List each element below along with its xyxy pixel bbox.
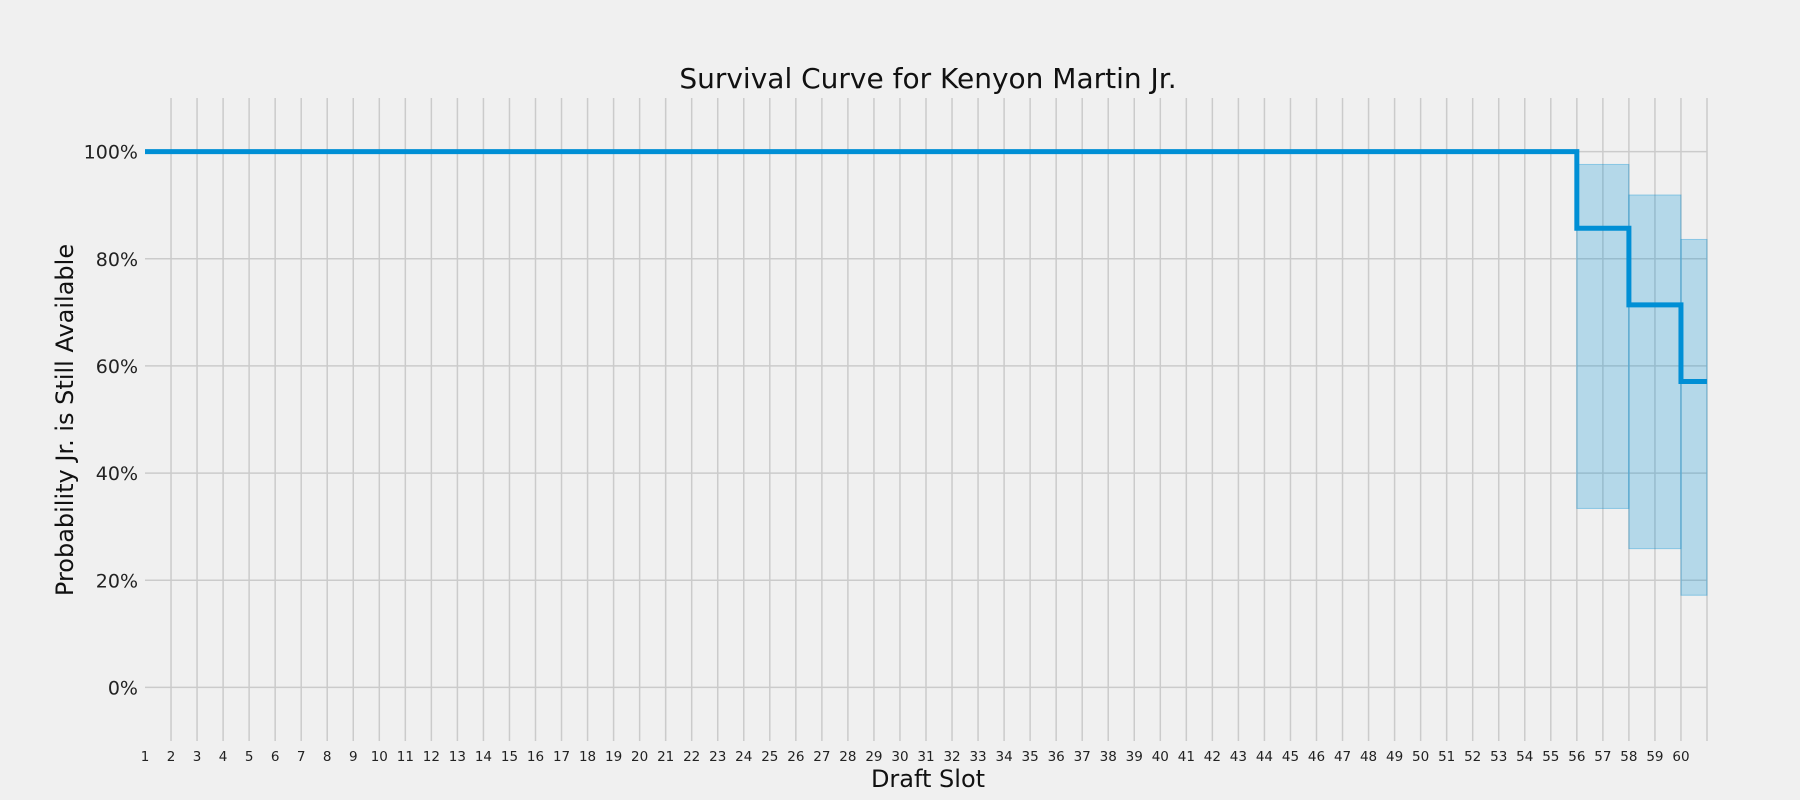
survival-line-layer — [145, 149, 1707, 384]
grid-layer — [145, 98, 1708, 741]
confidence-band — [1680, 238, 1708, 596]
x-tick-label: 45 — [1282, 749, 1299, 765]
x-tick-label: 24 — [735, 749, 752, 765]
x-tick-label: 4 — [219, 749, 228, 765]
y-tick-label: 100% — [84, 142, 138, 164]
x-tick-label: 53 — [1490, 749, 1507, 765]
survival-step-line — [145, 149, 1707, 384]
x-tick-label: 5 — [245, 749, 254, 765]
x-tick-label: 38 — [1100, 749, 1117, 765]
x-tick-label: 9 — [349, 749, 358, 765]
x-tick-label: 57 — [1594, 749, 1611, 765]
y-tick-label: 80% — [96, 249, 138, 271]
x-tick-label: 36 — [1048, 749, 1065, 765]
x-tick-label: 47 — [1334, 749, 1351, 765]
x-tick-label: 10 — [371, 749, 388, 765]
x-tick-label: 34 — [996, 749, 1013, 765]
x-tick-label: 30 — [891, 749, 908, 765]
x-tick-label: 32 — [943, 749, 960, 765]
x-tick-label: 27 — [813, 749, 830, 765]
chart-title: Survival Curve for Kenyon Martin Jr. — [679, 62, 1176, 95]
y-tick-labels: 0% 20% 40% 60% 80% 100% — [84, 142, 138, 700]
x-tick-label: 43 — [1230, 749, 1247, 765]
x-tick-label: 21 — [657, 749, 674, 765]
x-tick-label: 8 — [323, 749, 332, 765]
x-tick-label: 25 — [761, 749, 778, 765]
x-tick-label: 52 — [1464, 749, 1481, 765]
x-tick-label: 29 — [865, 749, 882, 765]
x-tick-label: 54 — [1516, 749, 1533, 765]
x-tick-label: 60 — [1672, 749, 1689, 765]
x-tick-label: 18 — [579, 749, 596, 765]
x-tick-label: 42 — [1204, 749, 1221, 765]
x-tick-label: 35 — [1022, 749, 1039, 765]
x-tick-label: 26 — [787, 749, 804, 765]
x-tick-label: 59 — [1646, 749, 1663, 765]
x-tick-label: 15 — [501, 749, 518, 765]
x-tick-labels: 1 2 3 4 5 6 7 8 9 10 11 12 13 14 15 16 17 18 19 20 21 22 23 24 2… — [141, 749, 1690, 765]
x-tick-label: 7 — [297, 749, 306, 765]
y-tick-label: 40% — [96, 463, 138, 485]
x-tick-label: 11 — [397, 749, 414, 765]
x-tick-label: 46 — [1308, 749, 1325, 765]
x-tick-label: 51 — [1438, 749, 1455, 765]
y-axis-label: Probability Jr. is Still Available — [51, 244, 79, 596]
y-tick-label: 60% — [96, 356, 138, 378]
x-tick-label: 33 — [969, 749, 986, 765]
x-tick-label: 20 — [631, 749, 648, 765]
x-tick-label: 31 — [917, 749, 934, 765]
x-tick-label: 17 — [553, 749, 570, 765]
x-tick-label: 58 — [1620, 749, 1637, 765]
x-tick-label: 40 — [1152, 749, 1169, 765]
x-tick-label: 19 — [605, 749, 622, 765]
x-tick-label: 41 — [1178, 749, 1195, 765]
x-tick-label: 22 — [683, 749, 700, 765]
x-tick-label: 56 — [1568, 749, 1585, 765]
x-tick-label: 48 — [1360, 749, 1377, 765]
confidence-band — [1628, 194, 1682, 550]
x-tick-label: 13 — [449, 749, 466, 765]
x-tick-label: 23 — [709, 749, 726, 765]
x-tick-label: 14 — [475, 749, 492, 765]
x-tick-label: 12 — [423, 749, 440, 765]
x-tick-label: 28 — [839, 749, 856, 765]
x-tick-label: 44 — [1256, 749, 1273, 765]
x-tick-label: 49 — [1386, 749, 1403, 765]
y-tick-label: 0% — [108, 677, 138, 699]
x-tick-label: 3 — [193, 749, 202, 765]
x-tick-label: 55 — [1542, 749, 1559, 765]
x-tick-label: 6 — [271, 749, 280, 765]
x-tick-label: 2 — [167, 749, 176, 765]
x-tick-label: 1 — [141, 749, 150, 765]
confidence-band-layer — [1576, 163, 1708, 596]
x-tick-label: 16 — [527, 749, 544, 765]
x-tick-label: 50 — [1412, 749, 1429, 765]
confidence-band — [1576, 163, 1630, 509]
y-tick-label: 20% — [96, 570, 138, 592]
x-tick-label: 37 — [1074, 749, 1091, 765]
x-tick-label: 39 — [1126, 749, 1143, 765]
x-axis-label: Draft Slot — [871, 765, 985, 793]
